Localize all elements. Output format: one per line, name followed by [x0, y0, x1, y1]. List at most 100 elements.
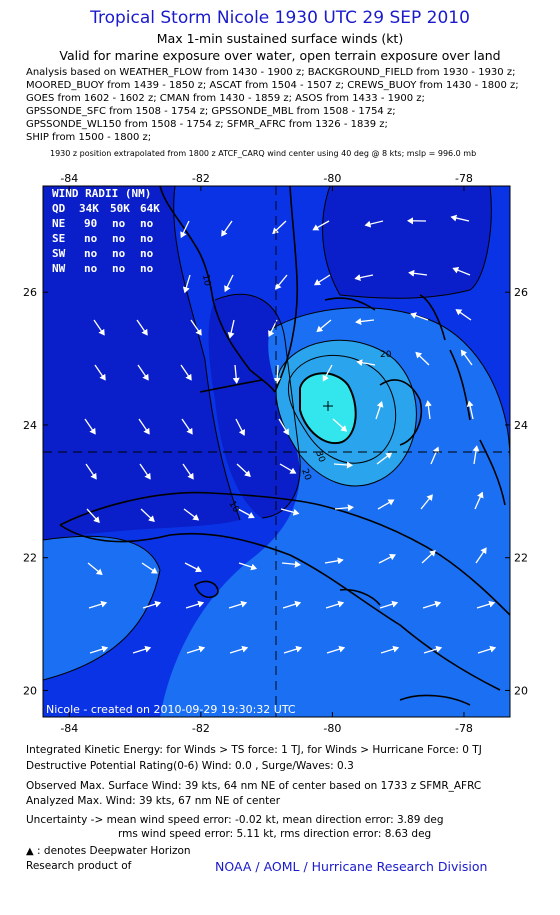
wind-arrow — [236, 463, 251, 477]
wind-arrow — [423, 645, 443, 654]
wind-arrow — [422, 600, 442, 609]
wind-radii-cell: no — [112, 217, 126, 230]
wind-arrow — [275, 274, 288, 290]
wind-arrow — [472, 445, 480, 465]
wind-arrow — [334, 504, 354, 512]
wind-arrow — [455, 309, 472, 321]
wind-arrow — [94, 364, 106, 381]
wind-arrow — [132, 645, 152, 654]
wind-arrow — [424, 400, 432, 420]
noaa-aoml-link[interactable]: NOAA / AOML / Hurricane Research Divisio… — [215, 859, 488, 874]
uncertainty-rms: rms wind speed error: 5.11 kt, rms direc… — [118, 828, 432, 840]
wind-vectors — [84, 214, 497, 654]
wind-arrow — [379, 600, 399, 609]
wind-arrow — [421, 550, 436, 564]
contour-label: 30 — [313, 450, 326, 464]
analysis-line: MOORED_BUOY from 1439 - 1850 z; ASCAT fr… — [26, 80, 519, 91]
lat-tick-label-right: 20 — [514, 684, 528, 697]
analysis-sources: Analysis based on WEATHER_FLOW from 1430… — [26, 66, 546, 144]
wind-arrow — [376, 452, 393, 465]
plot-area: 20 20 30 10 10 WIND RADII (NM) QD 34K 50… — [43, 186, 510, 717]
wind-arrow — [180, 220, 190, 239]
wind-arrow — [474, 491, 484, 510]
lat-tick-label-left: 26 — [23, 286, 37, 299]
wind-arrow — [86, 508, 100, 523]
wind-arrow — [136, 319, 148, 336]
wind-radii-header-34k: 34K — [79, 202, 99, 215]
wind-radii-cell: no — [84, 232, 98, 245]
wind-radii-table: WIND RADII (NM) QD 34K 50K 64K NE 90 no no S… — [52, 187, 160, 275]
mid-wind-band-gulf — [43, 536, 160, 680]
observed-max-wind: Observed Max. Surface Wind: 39 kts, 64 n… — [26, 780, 482, 792]
wind-arrow — [180, 364, 192, 381]
wind-arrow — [282, 600, 302, 609]
wind-arrow — [185, 600, 205, 609]
wind-arrow — [85, 463, 97, 480]
florida-coast-west — [159, 186, 276, 393]
dpr-line: Destructive Potential Rating(0-6) Wind: … — [26, 760, 354, 772]
caribbean-islands — [339, 588, 381, 606]
contour-label: 10 — [200, 274, 212, 287]
map-axes: -84 -84 -82 -82 -80 -80 -78 -78 26 26 24 24 22 22 20 20 — [23, 172, 528, 735]
wind-arrow — [312, 220, 330, 231]
wind-arrow — [322, 364, 333, 382]
wind-arrow — [380, 645, 400, 654]
contour-line — [275, 339, 417, 487]
wind-radii-cell: no — [112, 262, 126, 275]
wind-arrow — [224, 274, 234, 293]
wind-radii-cell: NE — [52, 217, 65, 230]
created-label: Nicole - created on 2010-09-29 19:30:32 … — [46, 703, 296, 716]
wind-arrow — [273, 364, 281, 384]
wind-radii-rows: NE 90 no no SE no no no SW no no no NW no no no — [52, 217, 154, 275]
wind-arrow — [477, 645, 497, 654]
ike-line: Integrated Kinetic Energy: for Winds > T… — [26, 744, 482, 756]
analysis-line: Analysis based on WEATHER_FLOW from 1430… — [26, 67, 516, 78]
contour-labels: 20 20 30 10 10 — [200, 274, 392, 515]
jamaica — [399, 694, 471, 706]
contour-label: 20 — [380, 350, 392, 360]
wind-arrow — [475, 547, 487, 564]
wind-radii-cell: no — [84, 262, 98, 275]
wind-arrow — [228, 600, 248, 609]
wind-arrow — [88, 600, 108, 609]
abaco — [419, 294, 446, 341]
wind-arrow — [415, 351, 430, 366]
contour-line — [214, 293, 301, 519]
wind-radii-cell: SW — [52, 247, 66, 260]
wind-arrow — [356, 359, 376, 367]
cuba-north-coast — [59, 491, 510, 616]
mid-wind-band — [160, 307, 510, 717]
isle-of-youth — [194, 580, 219, 599]
wind-radii-cell: no — [140, 232, 154, 245]
wind-arrow — [137, 364, 149, 381]
lat-tick-label-left: 24 — [23, 419, 37, 432]
wind-radii-cell: no — [112, 232, 126, 245]
cuba-south-coast — [59, 524, 501, 691]
wind-arrow — [229, 645, 249, 654]
long-island — [479, 439, 506, 506]
eleuthera — [449, 349, 471, 421]
wind-map: 20 20 30 10 10 WIND RADII (NM) QD 34K 50… — [23, 172, 528, 735]
wind-radii-cell: no — [140, 217, 154, 230]
wind-radii-header-qd: QD — [52, 202, 66, 215]
wind-arrow — [354, 274, 374, 282]
wind-arrow — [450, 214, 470, 222]
deepwater-legend-label: : denotes Deepwater Horizon — [37, 845, 191, 857]
wind-arrow — [84, 418, 96, 435]
contour-line-core — [299, 372, 357, 445]
deepwater-horizon-icon: ▲ — [26, 846, 34, 857]
wind-arrow — [408, 269, 428, 277]
wind-arrow — [280, 508, 300, 516]
lat-tick-label-right: 24 — [514, 419, 528, 432]
wind-arrow — [142, 600, 162, 609]
wind-arrow — [186, 645, 206, 654]
analyzed-max-wind: Analyzed Max. Wind: 39 kts, 67 nm NE of … — [26, 795, 281, 807]
wind-arrow — [333, 461, 353, 469]
analysis-line: GPSSONDE_WL150 from 1508 - 1754 z; SFMR_… — [26, 119, 388, 130]
contour-line — [287, 354, 397, 464]
analysis-line: SHIP from 1500 - 1800 z; — [26, 132, 152, 143]
wind-arrow — [139, 463, 151, 480]
wind-arrow — [238, 562, 258, 571]
contour-label: 20 — [299, 468, 312, 482]
map-subtitle: Max 1-min sustained surface winds (kt) — [156, 31, 404, 46]
